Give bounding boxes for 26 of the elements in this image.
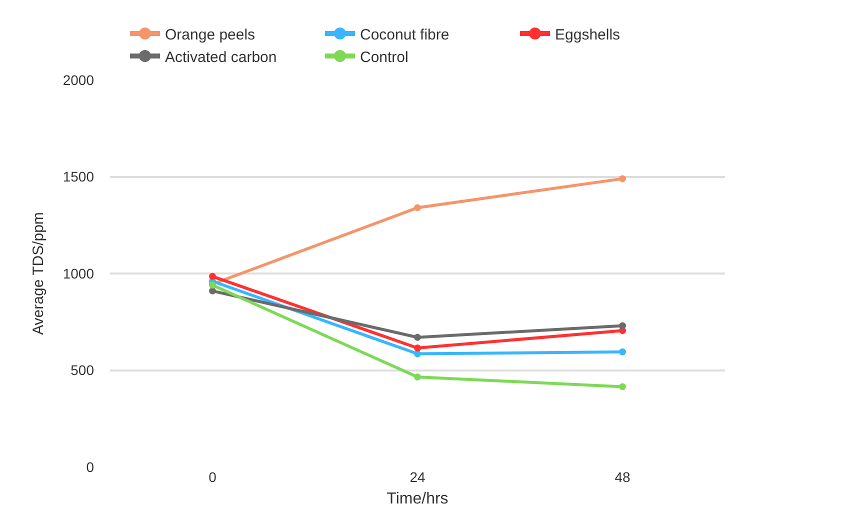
point bbox=[619, 348, 626, 356]
point bbox=[414, 350, 421, 358]
point bbox=[414, 374, 421, 381]
y-tick-label: 500 bbox=[70, 362, 94, 378]
legend-label: Orange peels bbox=[165, 26, 256, 44]
legend-label: Activated carbon bbox=[165, 48, 277, 66]
y-tick-label: 1500 bbox=[62, 168, 94, 185]
legend-label: Eggshells bbox=[555, 26, 620, 44]
x-tick-label: 48 bbox=[614, 469, 630, 485]
y-axis-title: Average TDS/ppm bbox=[30, 212, 48, 335]
point bbox=[414, 204, 421, 212]
y-tick-label: 1000 bbox=[62, 265, 94, 282]
x-tick-label: 24 bbox=[410, 469, 426, 485]
legend-label: Coconut fibre bbox=[360, 26, 450, 44]
y-tick-label: 0 bbox=[86, 458, 94, 475]
y-tick-label: 2000 bbox=[62, 72, 94, 88]
point bbox=[209, 272, 216, 280]
legend-label: Control bbox=[360, 48, 408, 66]
point bbox=[619, 383, 626, 390]
point bbox=[619, 175, 626, 182]
point bbox=[619, 322, 626, 330]
point bbox=[414, 344, 421, 352]
point bbox=[209, 287, 216, 294]
point bbox=[414, 334, 421, 341]
x-axis-title: Time/hrs bbox=[386, 490, 448, 508]
x-tick-label: 0 bbox=[208, 469, 217, 485]
